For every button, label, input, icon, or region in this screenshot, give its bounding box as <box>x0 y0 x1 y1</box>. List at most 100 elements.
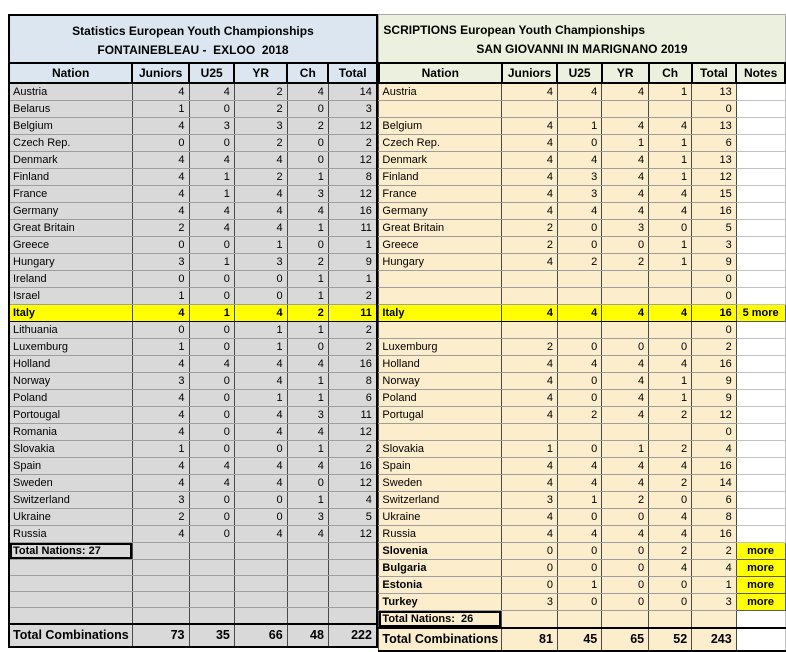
value-cell[interactable]: 4 <box>648 507 693 526</box>
value-cell[interactable]: 4 <box>648 456 693 475</box>
total-value-cell[interactable]: 52 <box>648 626 693 651</box>
value-cell[interactable]: 0 <box>188 423 235 441</box>
notes-cell[interactable]: more <box>735 592 786 611</box>
nation-cell[interactable]: Hungary <box>8 253 133 271</box>
value-cell[interactable]: 0 <box>648 490 693 509</box>
value-cell[interactable] <box>501 269 558 288</box>
value-cell[interactable]: 0 <box>233 440 288 458</box>
value-cell[interactable]: 0 <box>233 270 288 288</box>
value-cell[interactable]: 4 <box>601 524 650 543</box>
nation-cell[interactable] <box>8 591 133 608</box>
value-cell[interactable]: 3 <box>188 117 235 135</box>
value-cell[interactable]: 16 <box>327 355 378 373</box>
value-cell[interactable] <box>188 591 235 608</box>
total-combinations-label[interactable]: Total Combinations <box>8 622 133 647</box>
value-cell[interactable]: 14 <box>691 473 737 492</box>
nation-cell[interactable]: Sweden <box>378 473 503 492</box>
nation-cell[interactable]: Finland <box>8 168 133 186</box>
value-cell[interactable]: 2 <box>233 100 288 118</box>
value-cell[interactable]: 4 <box>601 371 650 390</box>
nation-cell[interactable]: Italy <box>378 303 503 322</box>
value-cell[interactable]: 12 <box>691 167 737 186</box>
value-cell[interactable] <box>327 542 378 560</box>
value-cell[interactable]: 4 <box>691 439 737 458</box>
value-cell[interactable]: 4 <box>131 185 190 203</box>
value-cell[interactable]: 1 <box>648 133 693 152</box>
nation-cell[interactable]: Czech Rep. <box>378 133 503 152</box>
value-cell[interactable]: 4 <box>286 355 329 373</box>
nation-cell[interactable]: Norway <box>8 372 133 390</box>
value-cell[interactable]: 4 <box>556 201 603 220</box>
total-value-cell[interactable]: 243 <box>691 626 737 651</box>
value-cell[interactable]: 4 <box>601 116 650 135</box>
value-cell[interactable]: 4 <box>601 303 650 322</box>
value-cell[interactable] <box>131 542 190 560</box>
value-cell[interactable]: 0 <box>188 321 235 339</box>
value-cell[interactable]: 3 <box>501 490 558 509</box>
value-cell[interactable]: 4 <box>648 201 693 220</box>
value-cell[interactable] <box>556 422 603 441</box>
value-cell[interactable]: 0 <box>556 235 603 254</box>
value-cell[interactable]: 1 <box>648 371 693 390</box>
value-cell[interactable]: 4 <box>601 473 650 492</box>
value-cell[interactable]: 2 <box>327 338 378 356</box>
value-cell[interactable]: 4 <box>648 116 693 135</box>
value-cell[interactable]: 4 <box>233 151 288 169</box>
value-cell[interactable] <box>233 559 288 576</box>
value-cell[interactable]: 11 <box>327 304 378 322</box>
value-cell[interactable]: 4 <box>601 456 650 475</box>
value-cell[interactable]: 0 <box>233 287 288 305</box>
value-cell[interactable]: 1 <box>501 439 558 458</box>
value-cell[interactable]: 4 <box>501 473 558 492</box>
value-cell[interactable]: 4 <box>556 354 603 373</box>
notes-cell[interactable] <box>735 150 786 169</box>
nation-cell[interactable]: Russia <box>378 524 503 543</box>
value-cell[interactable]: 0 <box>556 388 603 407</box>
value-cell[interactable]: 4 <box>648 558 693 577</box>
value-cell[interactable]: 1 <box>556 116 603 135</box>
value-cell[interactable]: 0 <box>188 491 235 509</box>
value-cell[interactable]: 1 <box>233 389 288 407</box>
nation-cell[interactable]: Spain <box>378 456 503 475</box>
nation-cell[interactable] <box>8 607 133 624</box>
notes-cell[interactable] <box>735 422 786 441</box>
value-cell[interactable] <box>131 575 190 592</box>
value-cell[interactable]: 0 <box>601 558 650 577</box>
value-cell[interactable]: 12 <box>327 474 378 492</box>
value-cell[interactable]: 9 <box>691 252 737 271</box>
value-cell[interactable] <box>556 99 603 118</box>
value-cell[interactable]: 4 <box>501 507 558 526</box>
value-cell[interactable]: 0 <box>648 592 693 611</box>
value-cell[interactable]: 1 <box>131 287 190 305</box>
nation-cell[interactable] <box>378 422 503 441</box>
value-cell[interactable]: 16 <box>691 524 737 543</box>
value-cell[interactable] <box>601 286 650 305</box>
value-cell[interactable]: 0 <box>601 507 650 526</box>
value-cell[interactable]: 8 <box>327 372 378 390</box>
value-cell[interactable]: 0 <box>131 321 190 339</box>
value-cell[interactable]: 0 <box>648 575 693 594</box>
value-cell[interactable]: 2 <box>691 337 737 356</box>
column-header[interactable]: Total <box>327 62 378 84</box>
value-cell[interactable]: 4 <box>556 524 603 543</box>
value-cell[interactable]: 2 <box>601 252 650 271</box>
value-cell[interactable] <box>286 591 329 608</box>
nation-cell[interactable]: Belgium <box>378 116 503 135</box>
value-cell[interactable]: 3 <box>691 235 737 254</box>
value-cell[interactable] <box>501 422 558 441</box>
value-cell[interactable]: 1 <box>131 440 190 458</box>
value-cell[interactable]: 1 <box>188 168 235 186</box>
value-cell[interactable]: 4 <box>601 388 650 407</box>
value-cell[interactable]: 4 <box>131 474 190 492</box>
value-cell[interactable]: 2 <box>648 439 693 458</box>
value-cell[interactable]: 0 <box>556 218 603 237</box>
notes-cell[interactable] <box>735 184 786 203</box>
value-cell[interactable]: 11 <box>327 406 378 424</box>
value-cell[interactable]: 0 <box>188 389 235 407</box>
nation-cell[interactable] <box>378 269 503 288</box>
value-cell[interactable]: 0 <box>601 592 650 611</box>
nation-cell[interactable]: Belgium <box>8 117 133 135</box>
notes-cell[interactable] <box>735 286 786 305</box>
value-cell[interactable] <box>501 320 558 339</box>
value-cell[interactable]: 6 <box>691 133 737 152</box>
